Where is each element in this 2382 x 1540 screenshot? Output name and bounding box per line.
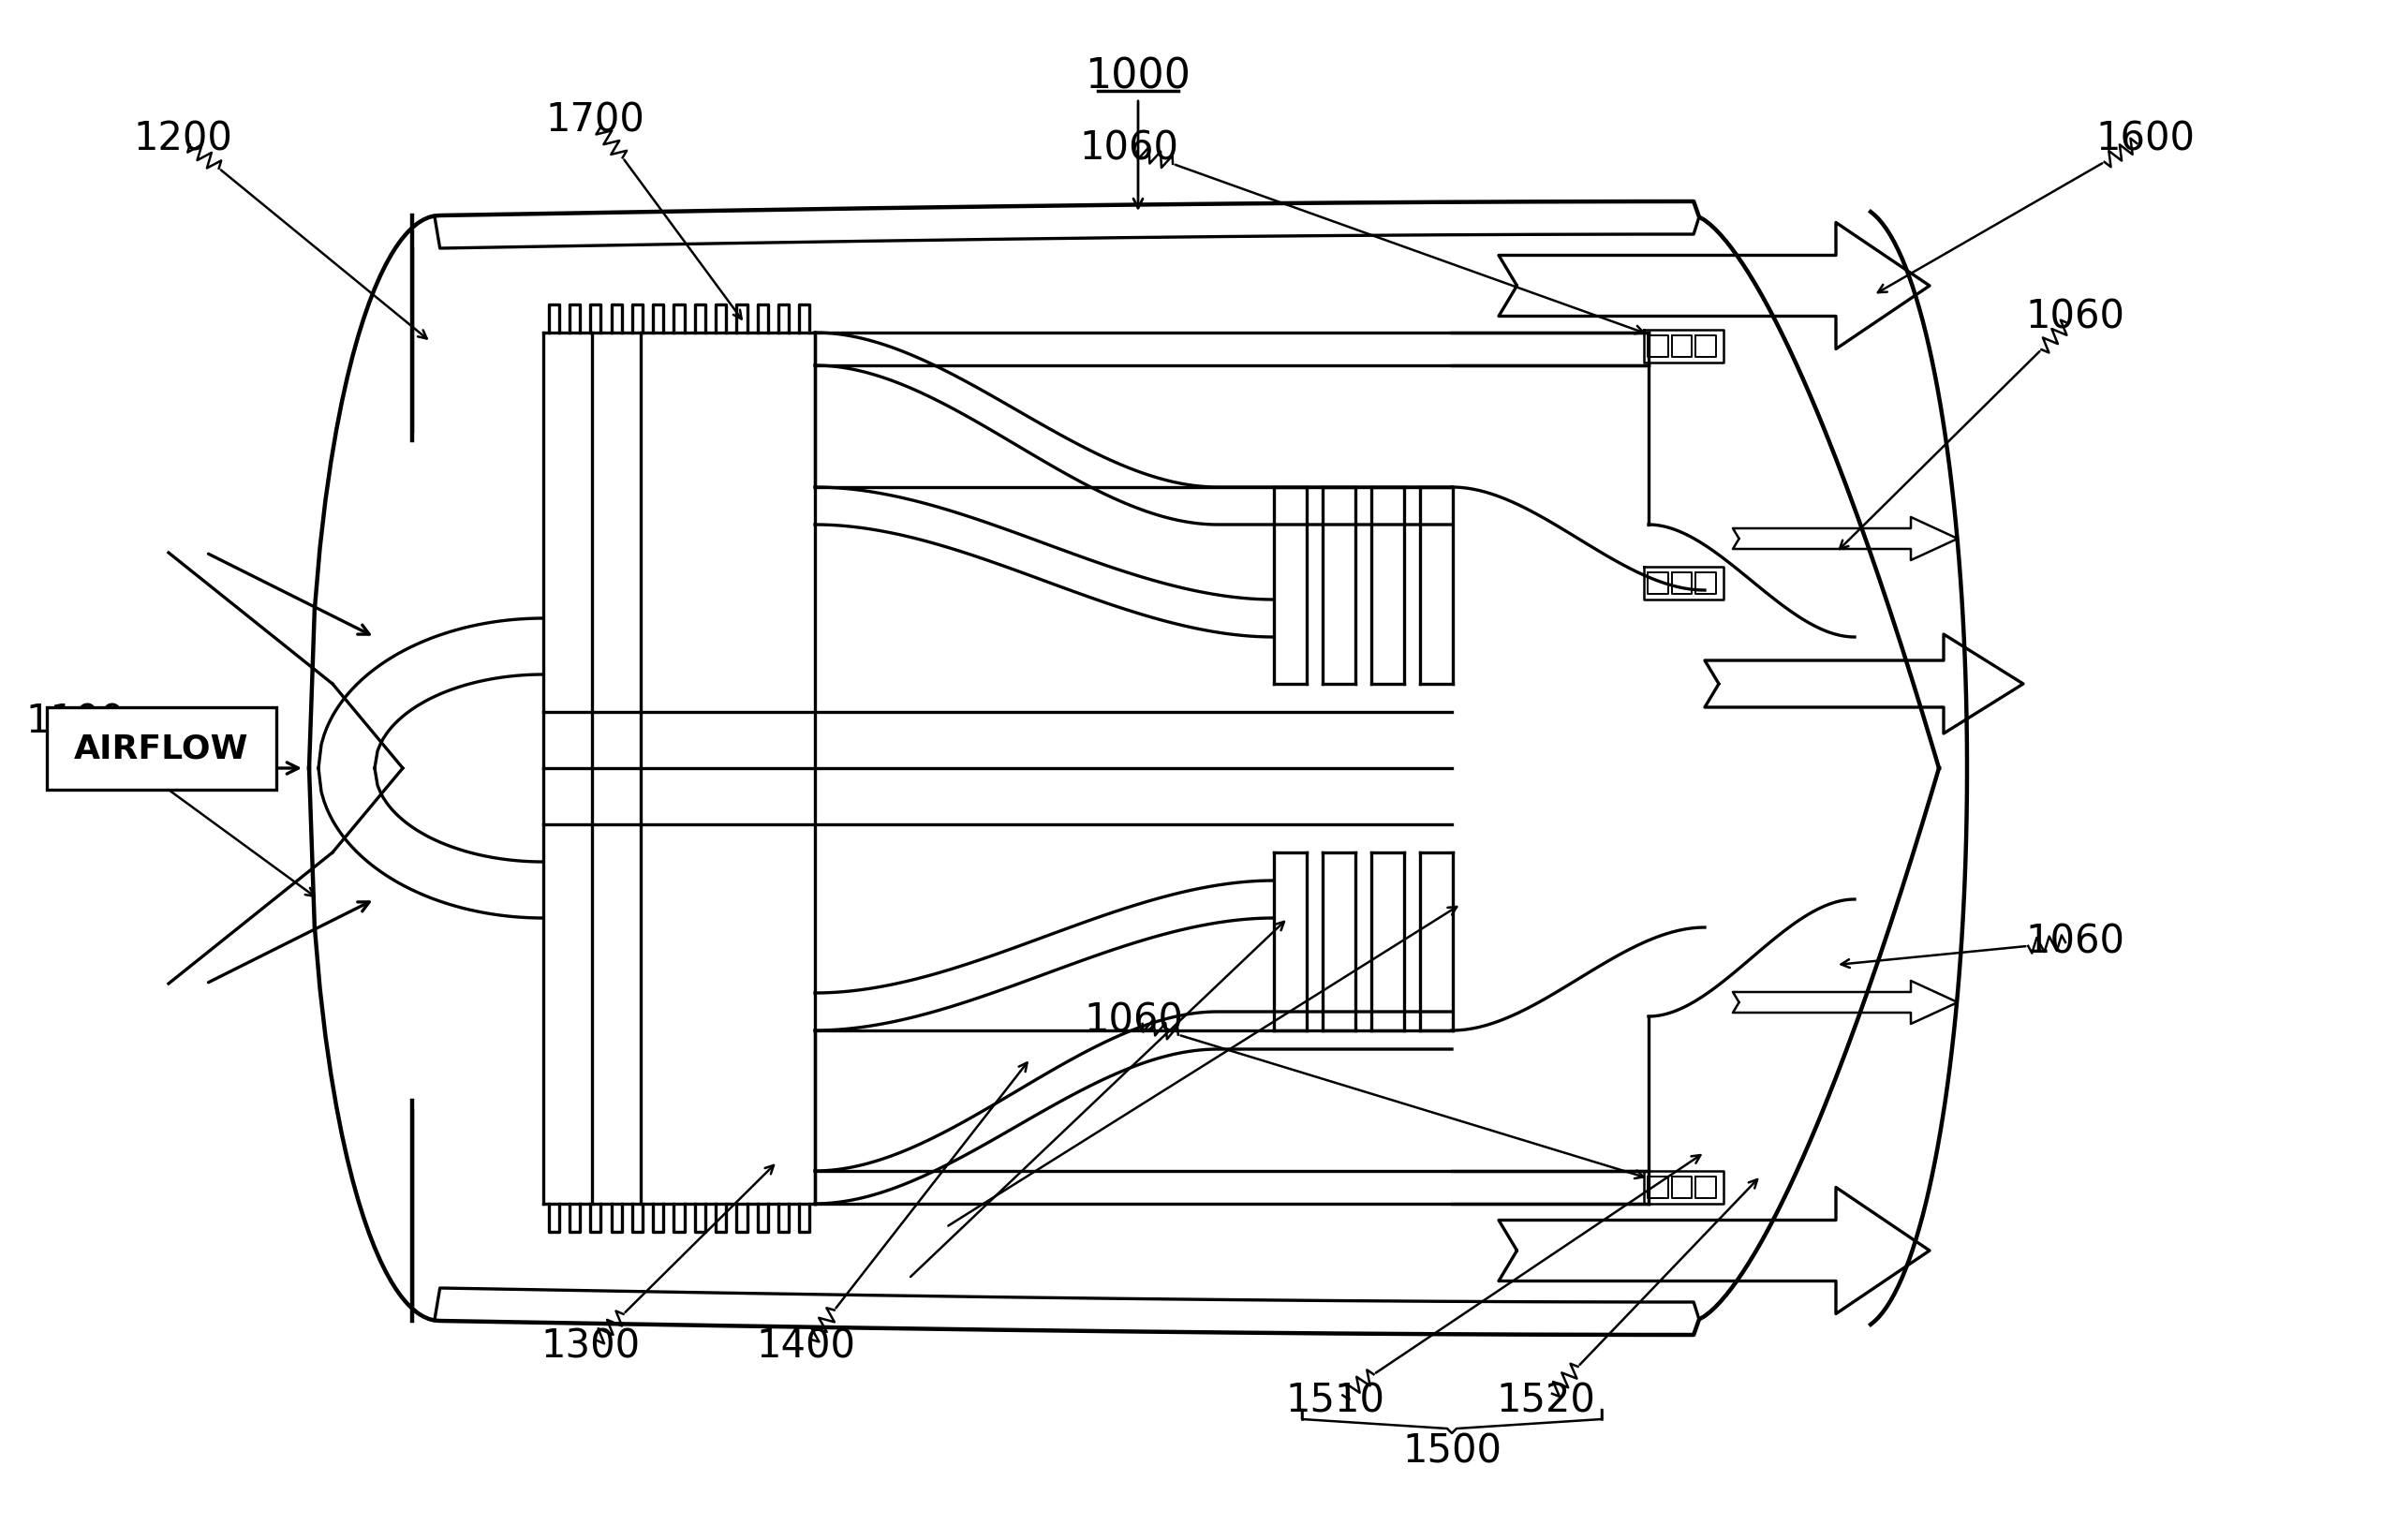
Text: 1060: 1060 bbox=[2025, 922, 2125, 961]
Text: 1060: 1060 bbox=[1079, 128, 1179, 168]
Bar bbox=[48, 707, 276, 790]
Text: 1500: 1500 bbox=[1403, 1432, 1501, 1472]
Text: 1060: 1060 bbox=[2025, 297, 2125, 336]
Text: 1600: 1600 bbox=[2096, 119, 2194, 159]
Text: 1400: 1400 bbox=[755, 1327, 855, 1366]
Text: AIRFLOW: AIRFLOW bbox=[74, 733, 250, 764]
Text: 1510: 1510 bbox=[1286, 1381, 1384, 1420]
Text: 1200: 1200 bbox=[133, 119, 231, 159]
Text: 1060: 1060 bbox=[1084, 1001, 1184, 1041]
Text: 1000: 1000 bbox=[1086, 57, 1191, 97]
Text: 1300: 1300 bbox=[541, 1327, 641, 1366]
Text: 1520: 1520 bbox=[1496, 1381, 1596, 1420]
Text: 1700: 1700 bbox=[545, 100, 646, 140]
Text: 1100: 1100 bbox=[26, 702, 124, 741]
